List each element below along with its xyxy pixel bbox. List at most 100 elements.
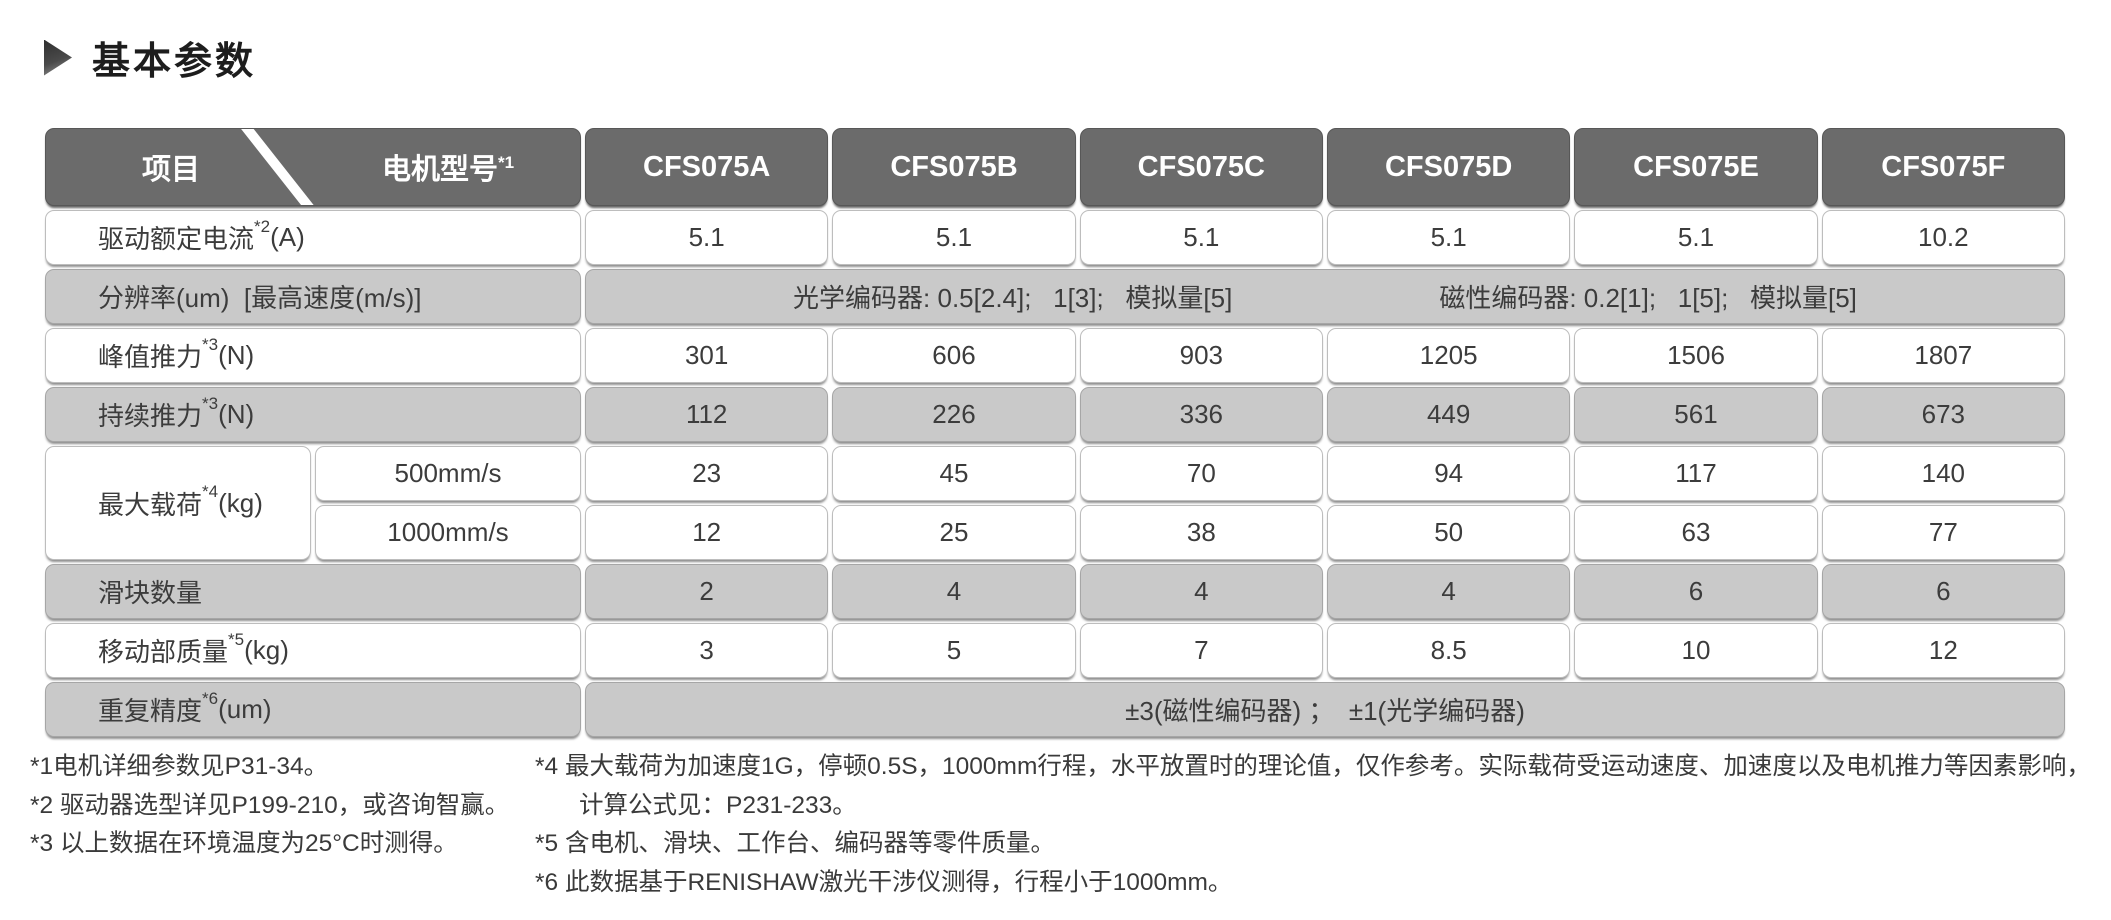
table-cell: 5.1 (1574, 210, 1818, 265)
footnote: *5 含电机、滑块、工作台、编码器等零件质量。 (535, 830, 1055, 857)
arrow-icon (44, 39, 72, 76)
corner-motor-label: 电机型号*1 (316, 146, 580, 188)
row-label-sup: *3 (202, 393, 219, 413)
sub-row-label: 1000mm/s (315, 505, 581, 560)
row-label-unit: (kg) (244, 635, 289, 665)
table-cell: 38 (1079, 505, 1323, 560)
table-cell: 50 (1326, 505, 1571, 560)
row-label: 重复精度 *6 (um) (45, 682, 581, 737)
row-label-sup: *6 (202, 688, 219, 708)
table-cell: 4 (1079, 564, 1323, 619)
row-label-unit: (N) (218, 340, 255, 370)
resolution-optical: 光学编码器: 0.5[2.4]; 1[3]; 模拟量[5] (793, 283, 1233, 313)
table-cell: 140 (1821, 446, 2065, 501)
column-header: CFS075F (1821, 128, 2065, 206)
table-cell: 1807 (1821, 328, 2065, 383)
footnote: *4 最大载荷为加速度1G，停顿0.5S，1000mm行程，水平放置时的理论值，… (535, 753, 2091, 819)
row-label-unit: (um) (218, 694, 272, 724)
table-cell: 77 (1821, 505, 2065, 560)
corner-motor-sup: *1 (497, 153, 515, 172)
column-header: CFS075B (832, 128, 1076, 206)
footnotes: *1电机详细参数见P31-34。 *2 驱动器选型详见P199-210，或咨询智… (30, 748, 2092, 902)
resolution-magnetic: 磁性编码器: 0.2[1]; 1[5]; 模拟量[5] (1439, 283, 1857, 313)
row-label-text: 重复精度 (98, 696, 203, 726)
table-cell: 606 (832, 328, 1076, 383)
corner-motor-text: 电机型号 (381, 154, 498, 186)
row-label-text: 移动部质量 (98, 637, 229, 667)
table-cell: 4 (1326, 564, 1571, 619)
sub-row-label: 500mm/s (315, 446, 581, 501)
table-cell: 449 (1326, 387, 1571, 442)
table-cell: 1506 (1574, 328, 1818, 383)
table-cell: 5.1 (832, 210, 1076, 265)
table-cell: 112 (585, 387, 829, 442)
table-cell: 5.1 (585, 210, 829, 265)
table-cell: 301 (585, 328, 829, 383)
table-cell: 1205 (1326, 328, 1571, 383)
row-label-text: 驱动额定电流 (98, 224, 255, 254)
corner-item-label: 项目 (141, 154, 200, 186)
table-cell: 673 (1821, 387, 2065, 442)
table-cell: 7 (1079, 623, 1323, 678)
column-header: CFS075D (1326, 128, 1571, 206)
row-label-text: 峰值推力 (98, 342, 203, 372)
table-cell: 45 (832, 446, 1076, 501)
merged-cell-repeatability: ±3(磁性编码器) ； ±1(光学编码器) (585, 682, 2065, 737)
table-cell: 3 (585, 623, 829, 678)
table-cell: 561 (1574, 387, 1818, 442)
table-cell: 5.1 (1326, 210, 1571, 265)
column-header: CFS075A (585, 128, 829, 206)
table-cell: 336 (1079, 387, 1323, 442)
table-cell: 23 (585, 446, 829, 501)
row-label: 持续推力 *3 (N) (45, 387, 581, 442)
table-cell: 6 (1821, 564, 2065, 619)
table-cell: 10 (1574, 623, 1818, 678)
row-label-max-load: 最大载荷 *4 (kg) (45, 446, 311, 560)
table-cell: 70 (1079, 446, 1323, 501)
table-cell: 94 (1326, 446, 1571, 501)
table-cell: 25 (832, 505, 1076, 560)
table-cell: 6 (1574, 564, 1818, 619)
table-cell: 4 (832, 564, 1076, 619)
row-label: 驱动额定电流 *2 (A) (45, 210, 581, 265)
table-cell: 5.1 (1079, 210, 1323, 265)
column-header: CFS075C (1079, 128, 1323, 206)
table-cell: 12 (585, 505, 829, 560)
footnote: *1电机详细参数见P31-34。 (30, 753, 329, 780)
table-cell: 10.2 (1821, 210, 2065, 265)
row-label-sup: *3 (202, 334, 219, 354)
table-cell: 2 (585, 564, 829, 619)
row-label-text: 最大载荷 (98, 489, 203, 520)
column-header: CFS075E (1574, 128, 1818, 206)
footnotes-left: *1电机详细参数见P31-34。 *2 驱动器选型详见P199-210，或咨询智… (30, 748, 535, 902)
row-label: 分辨率(um) [最高速度(m/s)] (45, 269, 581, 324)
table-cell: 903 (1079, 328, 1323, 383)
page-title: 基本参数 (92, 41, 257, 83)
table-cell: 63 (1574, 505, 1818, 560)
table-cell: 226 (832, 387, 1076, 442)
table-cell: 5 (832, 623, 1076, 678)
row-label-unit: (kg) (218, 487, 263, 518)
row-label-unit: (A) (270, 222, 305, 252)
table-cell: 117 (1574, 446, 1818, 501)
footnote: *6 此数据基于RENISHAW激光干涉仪测得，行程小于1000mm。 (535, 868, 1233, 896)
row-label: 移动部质量 *5 (kg) (45, 623, 581, 678)
row-label: 峰值推力 *3 (N) (45, 328, 581, 383)
footnote: *3 以上数据在环境温度为25°C时测得。 (30, 830, 458, 857)
diagonal-divider (241, 129, 314, 205)
spec-table: 项目 电机型号*1 CFS075A CFS075B CFS075C CFS075… (45, 128, 2065, 737)
row-label-unit: (N) (218, 399, 255, 429)
table-cell: 8.5 (1326, 623, 1571, 678)
table-cell: 12 (1821, 623, 2065, 678)
row-label: 滑块数量 (45, 564, 581, 619)
row-label-sup: *2 (254, 216, 271, 236)
section-header: 基本参数 (44, 30, 256, 85)
row-label-sup: *5 (228, 629, 245, 649)
footnote: *2 驱动器选型详见P199-210，或咨询智赢。 (30, 791, 510, 819)
merged-cell-resolution: 光学编码器: 0.5[2.4]; 1[3]; 模拟量[5] 磁性编码器: 0.2… (585, 269, 2065, 324)
row-label-text: 滑块数量 (98, 578, 203, 608)
row-label-text: 分辨率(um) [最高速度(m/s)] (98, 283, 422, 313)
table-corner-cell: 项目 电机型号*1 (45, 128, 581, 206)
row-label-sup: *4 (202, 482, 219, 501)
footnotes-right: *4 最大载荷为加速度1G，停顿0.5S，1000mm行程，水平放置时的理论值，… (535, 748, 2092, 902)
